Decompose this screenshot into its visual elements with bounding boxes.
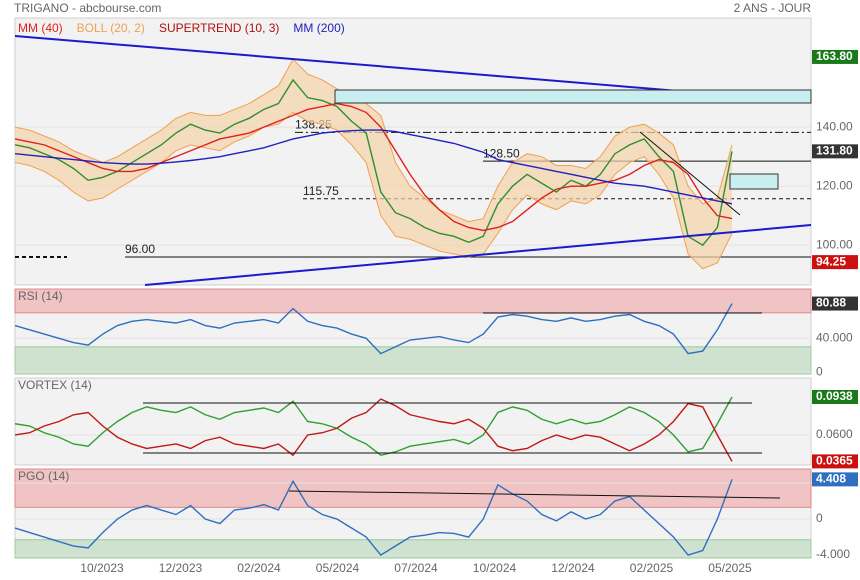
y-tick-label: -4.000 — [816, 547, 850, 561]
series-line — [14, 102, 733, 232]
level-label: 128.50 — [483, 146, 520, 160]
value-marker — [812, 296, 858, 311]
value-marker-label: 131.80 — [816, 144, 853, 158]
series-line — [14, 398, 733, 462]
legend-entry: MM (200) — [293, 21, 344, 35]
panel-title: RSI (14) — [18, 289, 63, 303]
panel-title: VORTEX (14) — [18, 378, 92, 392]
panel — [14, 377, 812, 466]
oversold-zone — [14, 346, 812, 375]
y-tick-label: 0 — [816, 511, 823, 525]
boll-line — [14, 111, 733, 270]
value-marker-label: 4.408 — [816, 472, 846, 486]
overbought-zone — [14, 288, 812, 314]
x-tick-label: 12/2023 — [159, 561, 203, 575]
period: 2 ANS - JOUR — [734, 1, 812, 15]
legend-entry: BOLL (20, 2) — [77, 21, 145, 35]
x-tick-label: 05/2025 — [708, 561, 752, 575]
boll-line — [14, 58, 733, 223]
value-marker — [812, 472, 858, 487]
value-marker — [812, 389, 858, 404]
value-marker-label: 163.80 — [816, 49, 853, 63]
oversold-zone — [14, 539, 812, 559]
value-marker-label: 80.88 — [816, 296, 846, 310]
value-marker — [812, 255, 858, 270]
value-marker — [812, 49, 858, 64]
value-marker-label: 94.25 — [816, 254, 846, 268]
overbought-zone — [14, 468, 812, 508]
y-tick-label: 100.00 — [816, 237, 853, 251]
series-line — [14, 303, 733, 355]
series-line — [14, 78, 733, 247]
series-line — [14, 396, 733, 456]
value-marker — [812, 144, 858, 159]
x-tick-label: 07/2024 — [394, 561, 438, 575]
trend-annotation — [334, 89, 812, 104]
level-label: 96.00 — [125, 242, 155, 256]
x-tick-label: 12/2024 — [551, 561, 595, 575]
x-tick-label: 05/2024 — [316, 561, 360, 575]
y-tick-label: 40.000 — [816, 330, 853, 344]
series-line — [14, 129, 733, 205]
trend-annotation — [288, 490, 781, 499]
panel-title: PGO (14) — [18, 469, 69, 483]
x-tick-label: 10/2024 — [473, 561, 517, 575]
y-tick-label: 140.00 — [816, 119, 853, 133]
series-line — [14, 479, 733, 556]
trend-annotation — [639, 131, 741, 216]
trend-annotation — [144, 224, 812, 286]
trend-annotation — [729, 173, 779, 190]
value-marker — [812, 454, 858, 469]
x-tick-label: 10/2023 — [80, 561, 124, 575]
y-tick-label: 0 — [816, 364, 823, 378]
value-marker-label: 0.0365 — [816, 454, 853, 468]
legend-entry: SUPERTREND (10, 3) — [159, 21, 279, 35]
legend-entry: MM (40) — [18, 21, 63, 35]
y-tick-label: 0.0600 — [816, 427, 853, 441]
level-label: 115.75 — [303, 184, 339, 198]
y-tick-label: 120.00 — [816, 178, 853, 192]
x-tick-label: 02/2025 — [630, 561, 674, 575]
chart-title: TRIGANO - abcbourse.com — [14, 1, 161, 15]
value-marker-label: 0.0938 — [816, 389, 853, 403]
x-tick-label: 02/2024 — [237, 561, 281, 575]
